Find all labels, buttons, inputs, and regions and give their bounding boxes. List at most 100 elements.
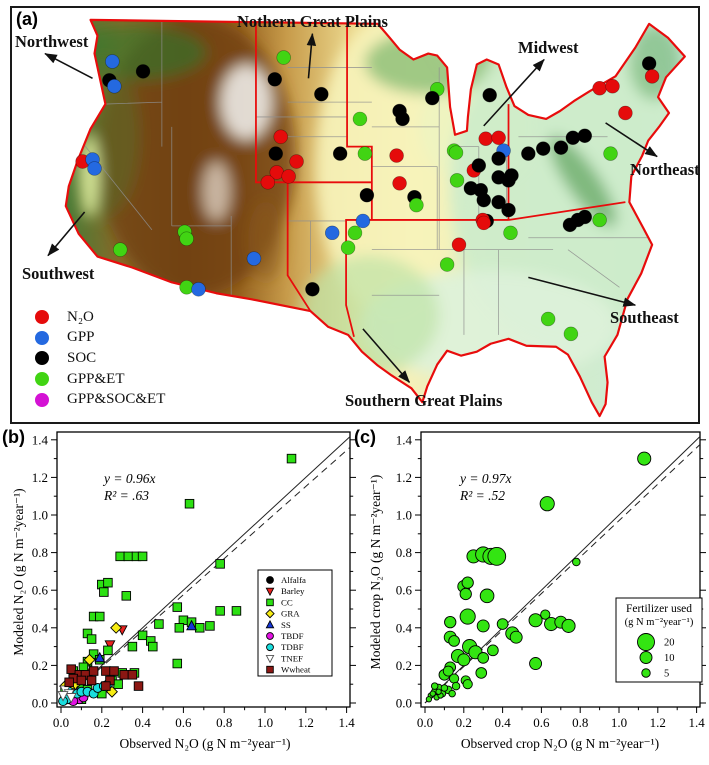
map-site-dot-black <box>491 194 506 210</box>
bubble-legend-icon <box>639 651 653 664</box>
tick-label: Alfalfa <box>281 575 306 585</box>
data-points <box>425 451 652 703</box>
map-site-dot-red <box>389 148 404 163</box>
map-site-dot-red <box>281 169 296 184</box>
map-site-dot-red <box>605 79 620 94</box>
bubble-point <box>487 546 507 566</box>
map-site-dot-black <box>314 86 329 102</box>
region-arrow <box>605 122 658 158</box>
marker-square <box>215 606 225 616</box>
tick-label: 1.0 <box>257 715 273 730</box>
map-site-dot-red <box>289 154 304 169</box>
map-site-dot-red <box>451 237 467 252</box>
tick-label: CC <box>281 597 293 607</box>
bubble-point <box>540 609 551 620</box>
map-site-dot-red <box>476 215 491 231</box>
bubble-legend-icon <box>641 668 651 678</box>
tick-label: Wwheat <box>281 665 311 675</box>
map-site-dot-green <box>357 146 373 161</box>
region-arrow <box>306 32 317 79</box>
tick-label: 1.4 <box>396 432 413 447</box>
bubble-point <box>448 689 456 698</box>
map-site-dot-black <box>491 151 506 166</box>
legend-dot-icon <box>35 392 49 407</box>
marker-square <box>64 677 74 688</box>
map-legend-label: SOC <box>67 349 97 366</box>
marker-diamond <box>265 608 275 619</box>
tick-label: 0.6 <box>32 583 49 598</box>
tick-label: 0.0 <box>53 715 69 730</box>
marker-triangle-down <box>104 640 116 651</box>
bubble-point <box>539 496 555 512</box>
bubble-point <box>637 451 652 466</box>
tick-label: 0.4 <box>494 715 511 730</box>
map-site-dot-black <box>562 217 578 233</box>
bubble-point <box>476 619 490 633</box>
region-arrow <box>483 58 545 127</box>
marker-square <box>86 675 97 686</box>
tick-label: TNEF <box>281 653 303 663</box>
bubble-point <box>461 576 474 589</box>
region-arrow <box>47 211 86 257</box>
map-site-dot-blue <box>107 79 122 94</box>
bubble-legend-box <box>615 597 703 683</box>
bubble-point <box>444 616 457 629</box>
scatter-panel-c: 0.0 0.0 0.2 0.2 0.4 0.4 0.6 0.6 0.8 0.8 1.0 1.0 1.2 1… <box>396 431 706 730</box>
marker-diamond <box>83 653 96 666</box>
bubble-point <box>457 653 471 667</box>
region-arrow <box>528 276 637 307</box>
map-legend-row: N₂O <box>35 307 165 328</box>
marker-circle <box>266 632 274 640</box>
bubble-point <box>440 684 449 692</box>
legend-dot-icon <box>35 351 49 366</box>
bubble-point <box>462 679 473 690</box>
map-site-dot-green <box>352 111 368 127</box>
marker-triangle-down <box>65 693 77 704</box>
region-arrows <box>44 32 658 383</box>
tick-label: 1.2 <box>396 470 412 485</box>
marker-square <box>184 498 195 509</box>
bubble-point <box>529 657 543 670</box>
tick-label: 0.6 <box>533 715 550 730</box>
tick-label: 0.8 <box>216 715 232 730</box>
panel-c-label: (c) <box>354 427 376 447</box>
map-site-dot-black <box>501 173 516 188</box>
tick-label: SS <box>281 620 291 630</box>
marker-square <box>103 577 113 588</box>
tick-label: 1.2 <box>32 470 48 485</box>
bubble-point <box>528 613 543 628</box>
map-site-dot-green <box>409 197 424 213</box>
map-site-dot-green <box>439 257 455 272</box>
tick-label: 0.8 <box>396 545 412 560</box>
tick-label: 0.2 <box>396 658 412 673</box>
tick-label: Fertilizer used <box>626 603 692 615</box>
map-legend-label: GPP&SOC&ET <box>67 391 166 408</box>
panel-c-yaxis-label: Modeled crop N₂O (g N m⁻²year⁻¹) <box>368 474 383 670</box>
map-legend-row: SOC <box>35 348 165 369</box>
marker-square <box>137 551 148 562</box>
tick-label: Barley <box>281 586 305 596</box>
region-label: Northeast <box>630 160 700 179</box>
marker-square <box>172 602 183 612</box>
map-site-dot-green <box>563 326 579 342</box>
marker-triangle-down <box>265 587 275 597</box>
map-site-dot-black <box>577 128 593 143</box>
tick-label: 1.2 <box>650 715 666 730</box>
panel-b-xaxis-label: Observed N₂O (g N m⁻²year⁻¹) <box>119 736 291 751</box>
bubble-point <box>459 608 476 625</box>
map-site-dot-black <box>305 282 320 297</box>
map-legend-row: GPP&ET <box>35 369 165 390</box>
marker-square <box>101 666 111 676</box>
marker-square <box>148 641 158 652</box>
tick-label: 1.4 <box>688 715 705 730</box>
map-site-dot-black <box>473 183 489 198</box>
map-site-dot-green <box>276 50 291 65</box>
data-points <box>57 453 297 707</box>
bubble-point <box>561 618 576 633</box>
marker-square <box>119 670 129 680</box>
map-legend-label: GPP <box>67 329 95 346</box>
tick-label: 0.6 <box>396 583 413 598</box>
map-panel: (a) Northwest Nothern Great Plains Midwest… <box>10 6 700 424</box>
